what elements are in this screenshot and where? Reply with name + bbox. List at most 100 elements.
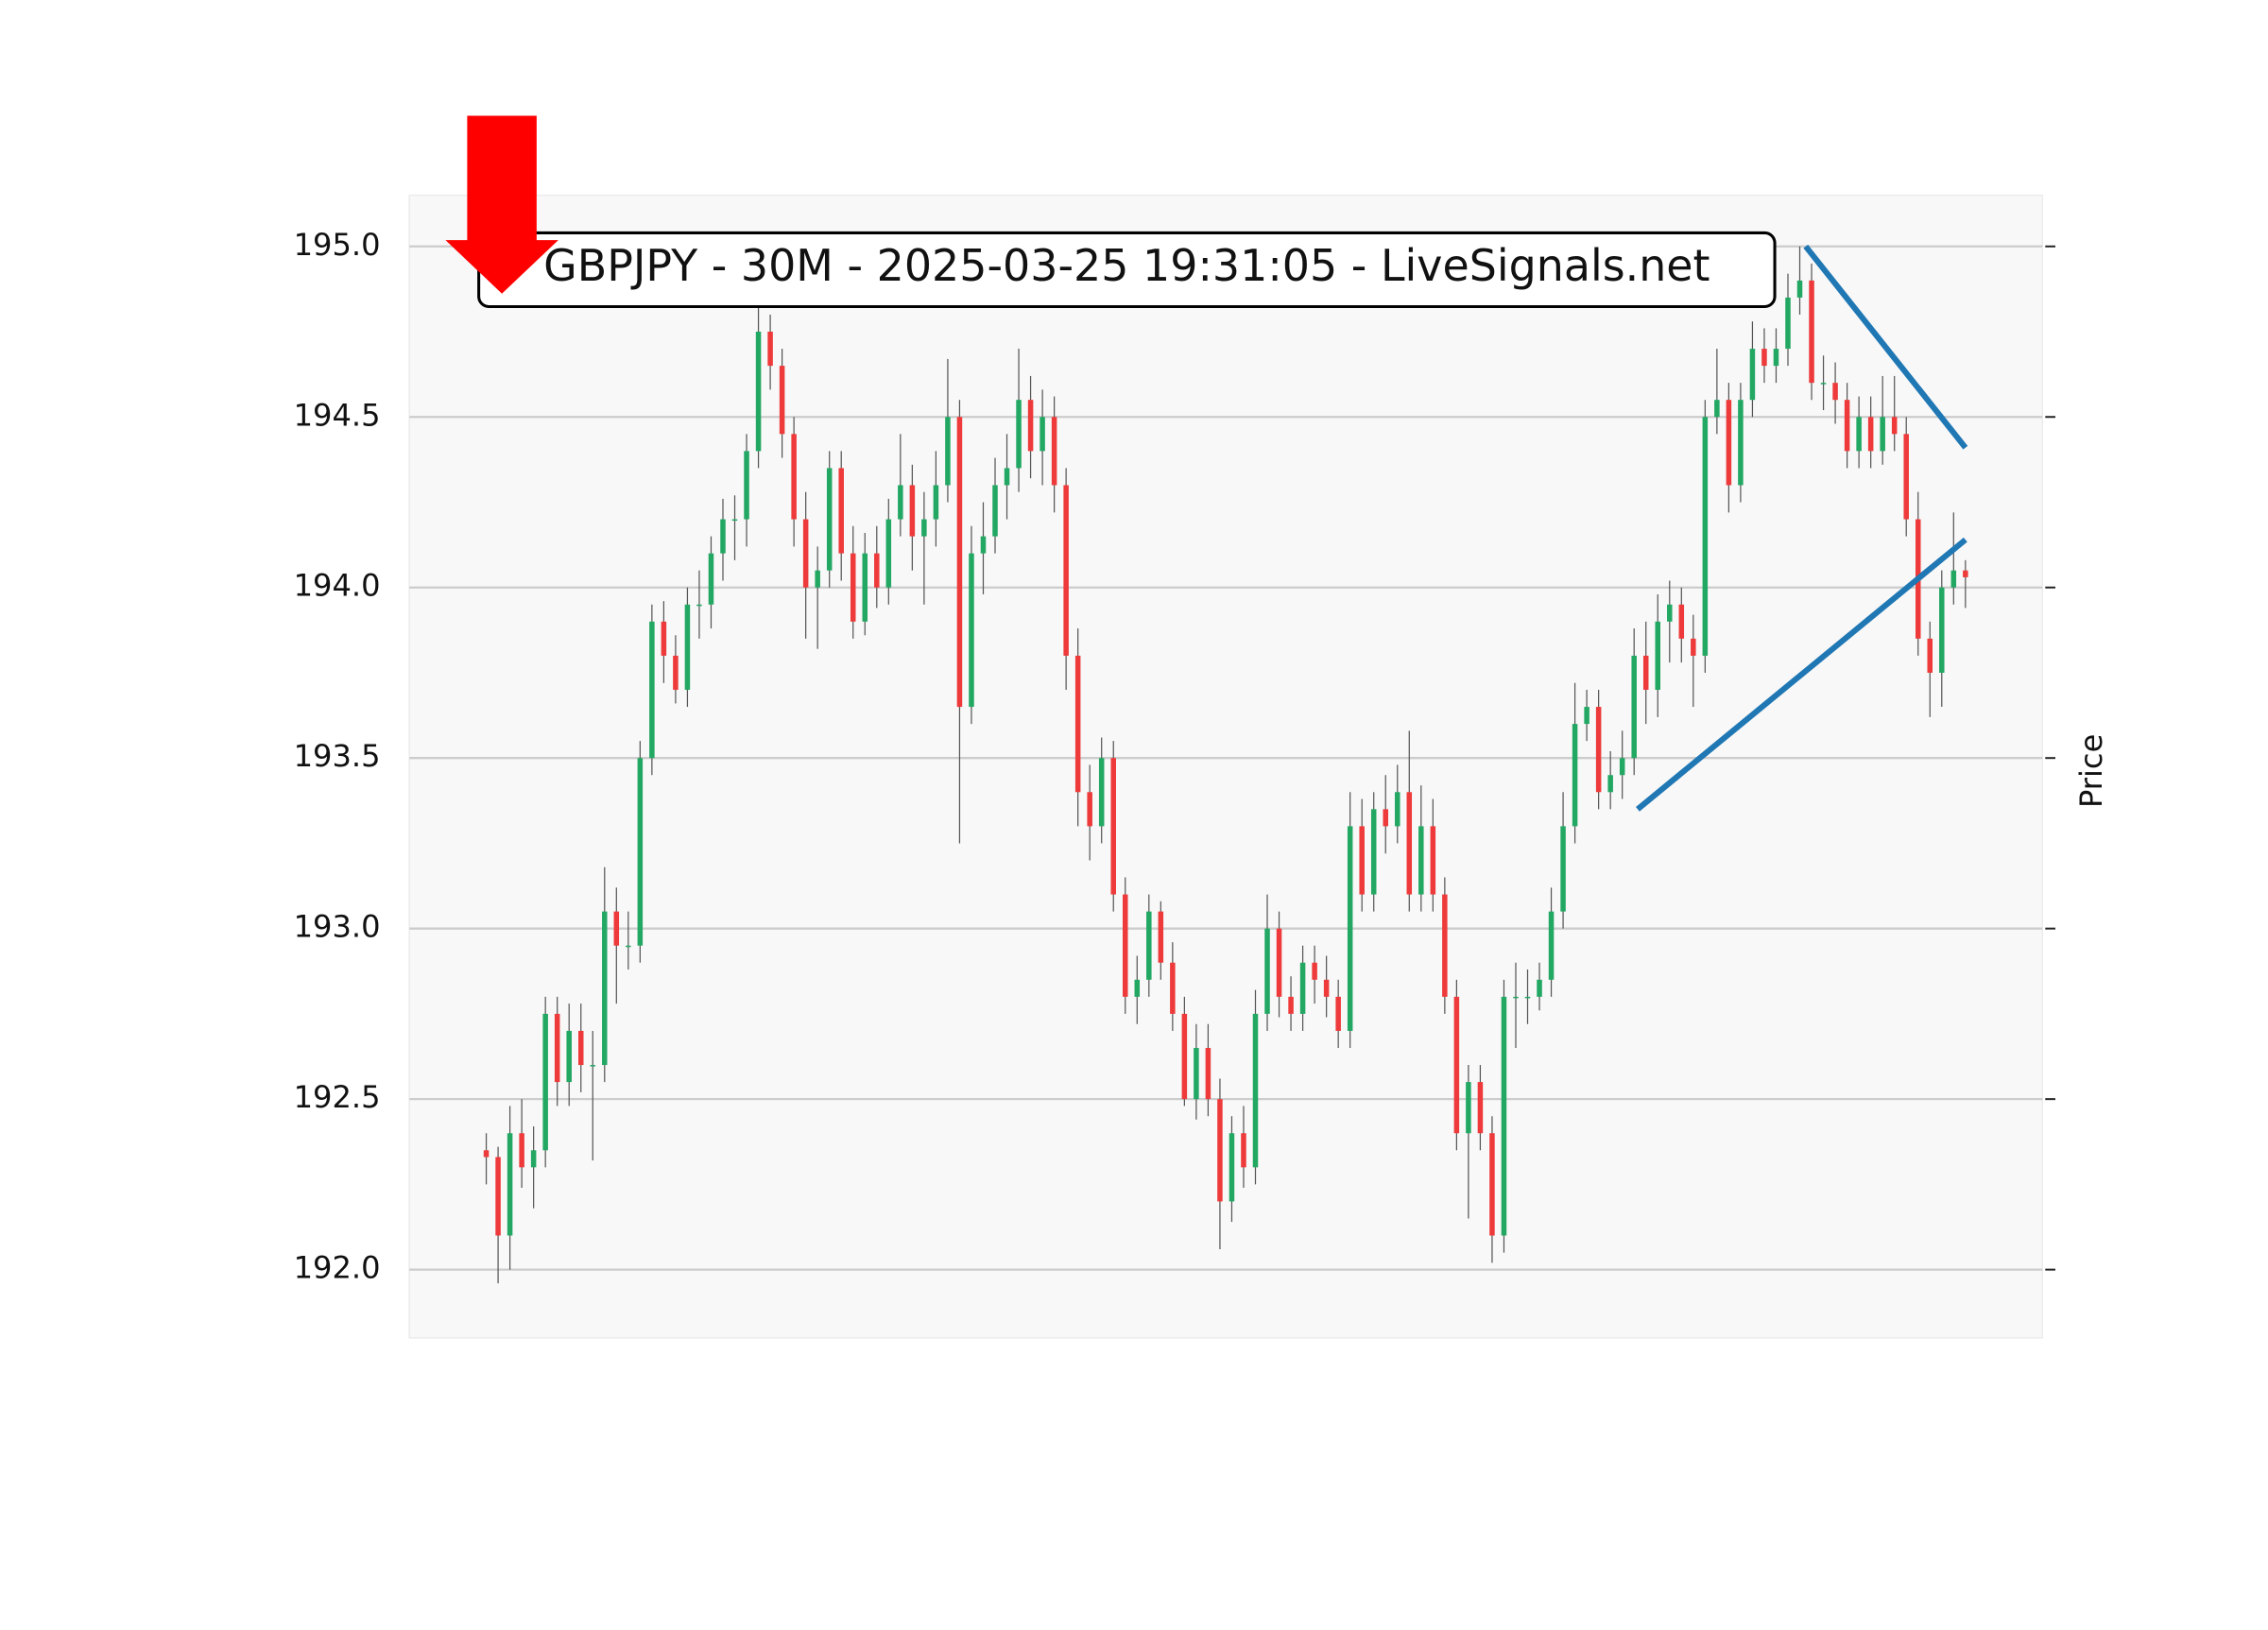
candle-body: [874, 553, 880, 588]
candle-body: [1738, 400, 1744, 486]
candle-body: [483, 1150, 490, 1158]
y-tick-label: 192.5: [294, 1079, 381, 1115]
candle-body: [1370, 809, 1377, 895]
candle-body: [1087, 792, 1092, 827]
candle-body: [802, 519, 809, 588]
y-axis-label: Price: [2073, 734, 2109, 808]
candle-body: [779, 366, 785, 435]
signal-arrow: [445, 115, 558, 294]
candle-body: [1299, 962, 1306, 1014]
candle-body: [1170, 962, 1176, 1014]
candle-body: [1820, 383, 1827, 385]
candle-body: [1063, 485, 1069, 656]
candle-body: [1158, 911, 1164, 963]
candle-body: [1051, 417, 1057, 486]
candle-body: [1903, 434, 1909, 520]
y-tick-label: 194.0: [294, 568, 381, 604]
candle-body: [1749, 349, 1756, 401]
candle-body: [1773, 349, 1779, 367]
candle-body: [1288, 996, 1294, 1014]
candle-body: [1335, 996, 1341, 1031]
candle-body: [945, 417, 951, 486]
candle-body: [1466, 1082, 1471, 1134]
candle-body: [554, 1013, 560, 1083]
y-tick-label: 193.5: [294, 738, 381, 774]
candle-body: [1276, 928, 1282, 997]
candle-body: [1537, 979, 1542, 997]
candle-body: [602, 911, 608, 1066]
candle-body: [1572, 724, 1578, 827]
y-tick-label: 193.0: [294, 909, 381, 945]
candle-body: [1074, 655, 1081, 793]
candle-body: [708, 553, 714, 605]
candle-body: [684, 604, 691, 691]
candle-body: [1809, 280, 1814, 384]
candle-body: [1241, 1133, 1246, 1168]
candle-body: [1181, 1013, 1188, 1100]
candle-body: [1228, 1133, 1235, 1202]
y-tick-label: 192.0: [294, 1250, 381, 1286]
candle-body: [1442, 894, 1448, 997]
candle-body: [577, 1030, 584, 1066]
candle-body: [1323, 979, 1330, 997]
candle-body: [1891, 417, 1898, 435]
candle-body: [898, 485, 903, 520]
candle-body: [992, 485, 998, 537]
candle-body: [956, 417, 963, 708]
candle-body: [1418, 826, 1424, 895]
candle-body: [744, 451, 749, 520]
candle-body: [673, 655, 679, 691]
candle-body: [649, 621, 655, 759]
candle-body: [767, 332, 773, 367]
plot-area: [408, 194, 2043, 1339]
trend-line: [1803, 244, 1968, 450]
candle-body: [696, 604, 702, 607]
candle-body: [1098, 758, 1105, 827]
candle-body: [1642, 655, 1649, 691]
y-tick-label: 195.0: [294, 227, 381, 263]
candle-body: [590, 1065, 596, 1067]
candle-body: [1489, 1133, 1495, 1236]
candle-body: [1796, 280, 1803, 298]
candle-body: [1880, 417, 1885, 452]
candle-body: [1963, 570, 1968, 577]
candle-body: [1205, 1048, 1211, 1100]
candle-body: [1027, 400, 1034, 452]
candle-body: [1726, 400, 1732, 486]
candle-body: [850, 553, 856, 622]
candles: [483, 244, 1968, 1284]
candle-body: [909, 485, 916, 537]
candle-body: [791, 434, 797, 520]
candle-body: [1607, 775, 1613, 793]
candle-body: [1950, 570, 1957, 588]
candle-body: [1548, 911, 1555, 980]
y-tick-label: 194.5: [294, 397, 381, 433]
chart-title: GBPJPY - 30M - 2025-03-25 19:31:05 - Liv…: [543, 240, 1710, 291]
candle-body: [1194, 1048, 1199, 1100]
candle-body: [1631, 655, 1637, 759]
candle-body: [1844, 400, 1850, 452]
candle-body: [1702, 417, 1709, 656]
candle-body: [542, 1013, 548, 1151]
candle-body: [1123, 894, 1128, 997]
candle-body: [1691, 638, 1696, 656]
candle-body: [815, 570, 820, 588]
candle-body: [838, 468, 844, 554]
candle-body: [1359, 826, 1365, 895]
candle-body: [1584, 707, 1589, 725]
candle-body: [969, 553, 974, 708]
candle-body: [495, 1157, 501, 1236]
candle-body: [1524, 996, 1531, 999]
candle-body: [637, 758, 644, 946]
candle-body: [1501, 996, 1507, 1236]
candle-body: [885, 519, 892, 588]
candle-body: [1040, 417, 1045, 452]
candle-body: [1560, 826, 1566, 912]
candle-body: [1430, 826, 1436, 895]
candle-body: [1939, 587, 1945, 673]
candle-body: [530, 1150, 537, 1168]
candle-body: [566, 1030, 572, 1083]
candle-body: [1678, 604, 1685, 639]
candle-body: [1714, 400, 1720, 418]
